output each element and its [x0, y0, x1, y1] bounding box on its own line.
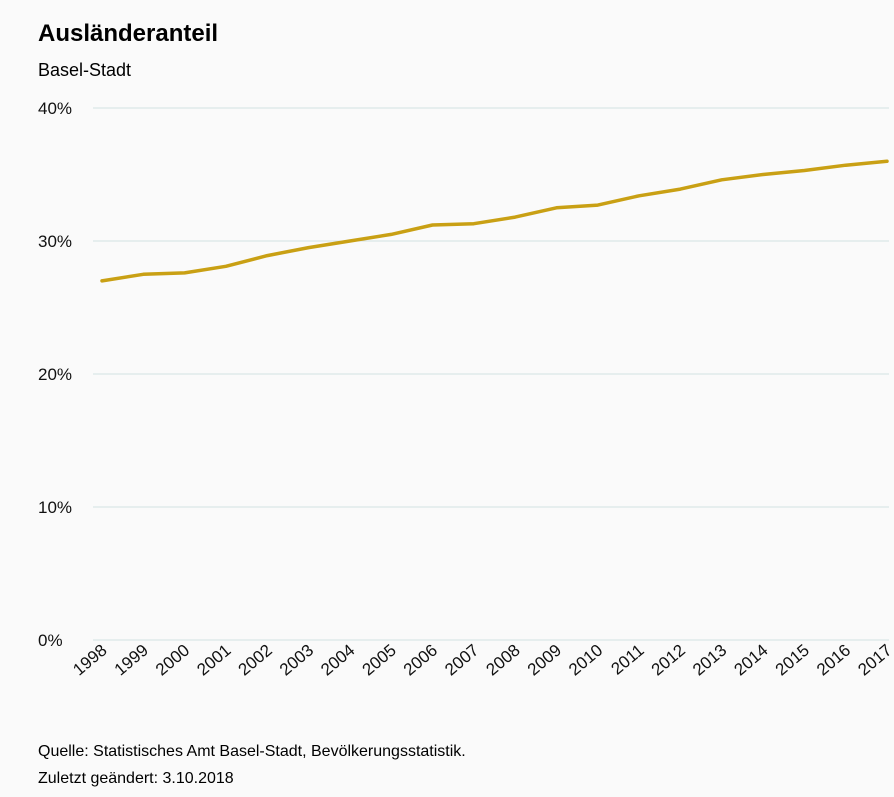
x-tick-label: 2013 — [689, 641, 730, 680]
chart-subtitle: Basel-Stadt — [38, 60, 132, 80]
source-note: Quelle: Statistisches Amt Basel-Stadt, B… — [38, 743, 466, 760]
x-tick-label: 2015 — [772, 641, 813, 680]
series-line — [100, 159, 889, 283]
chart-title: Ausländeranteil — [38, 20, 219, 47]
y-tick-label: 0% — [38, 631, 63, 650]
y-axis-tick-labels: 0% 10% 20% 30% 40% — [38, 99, 72, 650]
x-tick-label: 2001 — [193, 641, 234, 680]
series-layer — [100, 159, 889, 283]
x-tick-label: 1999 — [111, 641, 152, 680]
y-tick-label: 20% — [38, 365, 72, 384]
updated-note: Zuletzt geändert: 3.10.2018 — [38, 770, 234, 787]
x-tick-label: 2017 — [854, 641, 894, 680]
y-tick-label: 40% — [38, 99, 72, 118]
y-tick-label: 30% — [38, 232, 72, 251]
x-tick-label: 2003 — [276, 641, 317, 680]
x-tick-label: 2004 — [317, 641, 358, 680]
x-tick-label: 2006 — [400, 641, 441, 680]
x-tick-label: 2002 — [235, 641, 276, 680]
x-tick-label: 2012 — [648, 641, 689, 680]
x-tick-label: 1998 — [69, 641, 110, 680]
line-chart: 0%10%20%30%40% 1998 1999 2000 2001 2002 2003 2… — [38, 99, 894, 680]
chart-footer: Quelle: Statistisches Amt Basel-Stadt, B… — [38, 738, 466, 792]
x-tick-label: 2007 — [441, 641, 482, 680]
x-axis-tick-labels: 1998 1999 2000 2001 2002 2003 2004 2005 2006 2007… — [69, 641, 894, 680]
x-tick-label: 2000 — [152, 641, 193, 680]
gridlines — [93, 107, 889, 641]
x-tick-label: 2016 — [813, 641, 854, 680]
x-tick-label: 2010 — [565, 641, 606, 680]
x-tick-label: 2009 — [524, 641, 565, 680]
x-tick-label: 2005 — [359, 641, 400, 680]
x-tick-label: 2014 — [730, 641, 771, 680]
x-tick-label: 2011 — [607, 641, 647, 679]
x-tick-label: 2008 — [483, 641, 524, 680]
y-tick-label: 10% — [38, 498, 72, 517]
